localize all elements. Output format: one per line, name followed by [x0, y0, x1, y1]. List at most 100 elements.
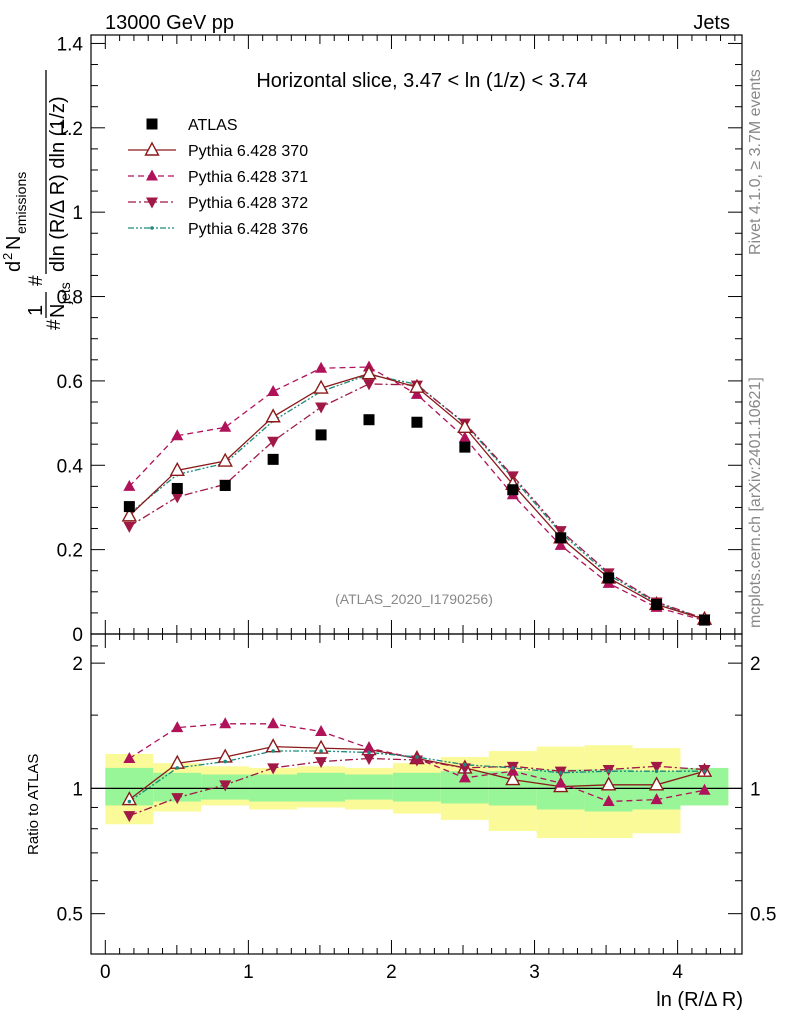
y-tick-label: 1 — [72, 203, 83, 224]
data-point — [315, 402, 328, 414]
data-point — [267, 384, 280, 396]
ratio-point — [648, 776, 665, 791]
x-axis-label: ln (R/Δ R) — [656, 989, 743, 1011]
data-point — [699, 614, 711, 626]
data-point — [121, 507, 138, 522]
data-point — [313, 379, 329, 394]
legend: ATLAS Pythia 6.428 370 Pythia 6.428 371 Pyt… — [128, 117, 308, 238]
header-right: Jets — [693, 12, 730, 34]
ratio-band-inner — [392, 772, 441, 802]
ratio-point — [315, 725, 328, 737]
svg-text:d: d — [3, 261, 25, 272]
ratio-point — [267, 717, 280, 729]
data-point — [362, 379, 375, 391]
data-point — [603, 572, 615, 584]
ratio-point — [271, 749, 275, 753]
ratio-point — [219, 717, 232, 729]
ratio-frame — [90, 633, 743, 955]
data-point — [361, 365, 377, 380]
ratio-point — [171, 721, 184, 733]
data-point — [458, 431, 471, 443]
ratio-point — [362, 741, 375, 753]
x-tick-label: 3 — [529, 962, 540, 983]
ratio-point — [554, 776, 567, 788]
ratio-y-tick-label-right: 2 — [750, 654, 761, 675]
watermark: (ATLAS_2020_I1790256) — [335, 591, 493, 607]
ratio-y-tick-label: 2 — [72, 654, 83, 675]
series-line-pythia-6-428-376 — [128, 373, 705, 620]
ratio-point — [458, 763, 471, 775]
y-tick-label: 0.2 — [57, 541, 83, 562]
ratio-point — [463, 762, 467, 767]
legend-label: Pythia 6.428 376 — [188, 221, 308, 238]
ratio-band-inner — [297, 772, 345, 802]
data-point — [123, 501, 135, 513]
ratio-y-tick-label: 0.5 — [57, 905, 83, 926]
y-tick-label: 0 — [72, 625, 83, 646]
ratio-point — [123, 811, 136, 823]
data-point — [315, 361, 328, 373]
legend-marker — [144, 141, 160, 156]
data-point — [363, 414, 375, 426]
ratio-band-inner — [344, 774, 393, 800]
data-point — [171, 429, 184, 441]
x-tick-label: 0 — [100, 962, 111, 983]
ratio-point — [458, 771, 471, 783]
data-point — [171, 492, 184, 504]
chart-title: Horizontal slice, 3.47 < ln (1/z) < 3.74 — [256, 70, 587, 92]
ratio-point — [121, 791, 138, 806]
mcplots-label: mcplots.cern.ch [arXiv:2401.10621] — [747, 377, 764, 628]
ratio-point — [415, 755, 419, 759]
svg-text:1: 1 — [25, 305, 47, 316]
data-point — [123, 521, 136, 533]
data-point — [315, 429, 327, 441]
main-y-axis-label: # 1 N jets # d 2 N emissions dln (R/Δ R)… — [0, 70, 73, 330]
data-point — [123, 479, 136, 491]
ratio-point — [315, 757, 328, 769]
y-tick-label: 1.2 — [57, 119, 83, 140]
svg-text:N: N — [3, 236, 25, 250]
data-point — [217, 452, 233, 467]
x-tick-label: 2 — [386, 962, 397, 983]
data-point — [410, 387, 423, 399]
ratio-point — [654, 769, 659, 773]
legend-label: Pythia 6.428 371 — [188, 169, 308, 186]
data-point — [651, 598, 663, 610]
y-tick-label: 1.4 — [57, 34, 84, 55]
data-point — [219, 480, 231, 492]
data-point — [457, 418, 473, 434]
ratio-point — [313, 739, 329, 754]
data-point — [409, 378, 425, 393]
data-point — [169, 461, 185, 477]
header-left: 13000 GeV pp — [105, 12, 234, 34]
ratio-y-tick-label-right: 0.5 — [750, 905, 776, 926]
ratio-point — [558, 771, 563, 775]
x-tick-label: 4 — [672, 962, 683, 983]
legend-marker — [150, 226, 154, 230]
series-line-pythia-6-428-370 — [128, 373, 705, 620]
ratio-point — [602, 795, 615, 807]
data-point — [267, 436, 280, 448]
svg-text:#: # — [44, 319, 65, 330]
ratio-point — [510, 766, 515, 770]
ratio-point — [171, 793, 184, 805]
ratio-point — [362, 753, 375, 765]
ratio-point — [650, 761, 663, 773]
data-point — [459, 441, 471, 453]
legend-label: ATLAS — [188, 117, 238, 134]
ratio-point — [175, 766, 180, 770]
ratio-point — [600, 776, 617, 791]
data-point — [265, 408, 281, 423]
ratio-point — [219, 780, 232, 792]
ratio-point — [127, 799, 132, 804]
y-tick-label: 0.6 — [57, 372, 83, 393]
ratio-point — [319, 749, 323, 753]
ratio-y-tick-label: 1 — [72, 779, 83, 800]
data-point — [267, 453, 279, 465]
ratio-y-tick-label-right: 1 — [750, 779, 761, 800]
ratio-y-axis-label: Ratio to ATLAS — [25, 754, 42, 855]
legend-marker — [146, 169, 158, 181]
legend-label: Pythia 6.428 372 — [188, 195, 308, 212]
ratio-point — [606, 769, 611, 773]
